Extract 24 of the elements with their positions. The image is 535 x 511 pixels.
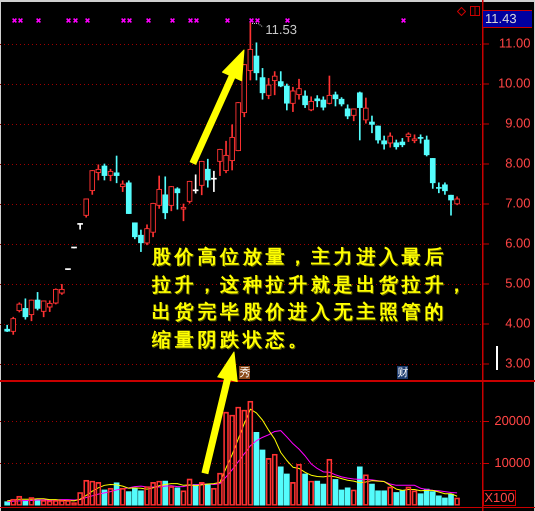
candlestick [369, 116, 375, 134]
y-tick-label: 4.00 [505, 316, 530, 331]
text: 11.43 [483, 10, 532, 28]
bar [174, 488, 180, 506]
bar [302, 474, 308, 506]
y-tick-label: 8.00 [505, 156, 530, 171]
y-tick-label: 9.00 [505, 116, 530, 131]
y-tick-label: 10.00 [498, 76, 530, 91]
y-axis-title: X100 [483, 490, 516, 506]
y-tick-label: 6.00 [505, 236, 530, 251]
bar [356, 466, 363, 506]
annotation: 11.53 [265, 22, 297, 38]
annotation: 股价高位放量，主力进入最后拉升，这种拉升就是出货拉升，出货完毕股价进入无主照管的缩量阴跌状态。 [152, 245, 470, 352]
y-tick-label: 11.00 [498, 36, 530, 51]
bar [192, 484, 198, 506]
y-tick-label: 5.00 [505, 276, 530, 291]
y-tick-label: 10000 [494, 455, 530, 470]
bar [204, 484, 211, 506]
annotation: 财 [397, 366, 408, 379]
y-tick-label: 3.00 [505, 356, 530, 371]
y-tick-label: 7.00 [505, 196, 530, 211]
y-tick-label: 20000 [494, 412, 530, 428]
bar [102, 490, 108, 506]
annotation: 秀 [239, 366, 250, 379]
